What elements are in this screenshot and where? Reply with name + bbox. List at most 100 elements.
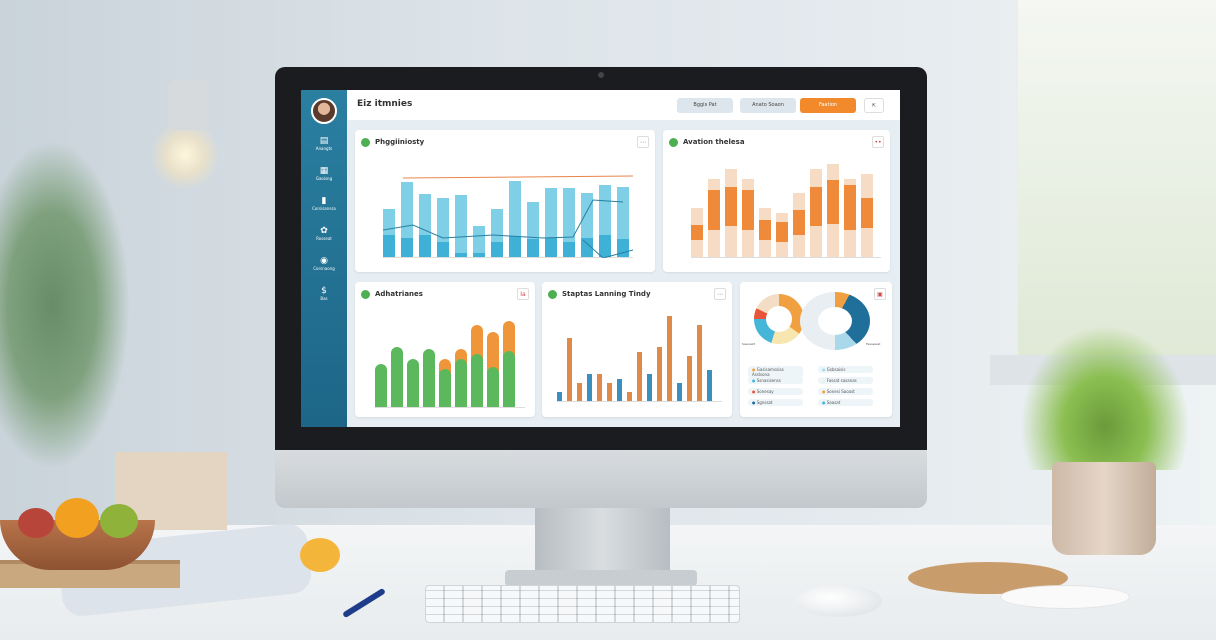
webcam — [598, 72, 604, 78]
chart-bar — [527, 239, 539, 257]
legend-label: Fassat sasanas — [826, 378, 857, 383]
chart-bar — [545, 237, 557, 257]
potted-plant — [1020, 325, 1190, 470]
dollar-icon: $ — [321, 286, 327, 296]
chart-bar — [491, 242, 503, 257]
legend-dot-icon: ● — [822, 389, 827, 394]
card-stacked-bars: Avation thelesa •• — [663, 130, 890, 272]
legend-dot-icon: ● — [822, 367, 827, 372]
card-bar-line: Phggiiniosty ⋯ — [355, 130, 655, 272]
avatar[interactable] — [311, 98, 337, 124]
chart-bar — [599, 235, 611, 257]
export-icon[interactable]: ⇱ — [864, 98, 884, 113]
chart-bar — [627, 392, 632, 401]
donut-chart-left — [754, 294, 804, 344]
chart-bar — [437, 242, 449, 257]
sidebar: ▤ Anangts ▦ Gaoisng ▮ Corsisanssa ✿ Rosseat ◉ Cor… — [301, 90, 347, 427]
chart-bar — [793, 210, 805, 235]
keyboard — [425, 585, 740, 623]
monitor-chin — [275, 450, 927, 508]
card-title: Staptas Lanning Tindy — [562, 290, 651, 298]
chart-bar — [423, 349, 435, 407]
sidebar-item[interactable]: ▦ Gaoisng — [301, 166, 347, 181]
menu-icon[interactable]: ⋯ — [637, 136, 649, 148]
sidebar-item-label: Rosseat — [316, 236, 332, 241]
legend-dot-icon: ● — [822, 400, 827, 405]
menu-icon[interactable]: Ia — [517, 288, 529, 300]
sidebar-item[interactable]: $ Bas — [301, 286, 347, 301]
legend-item: ● Sgnssat — [748, 399, 803, 406]
chart-bar — [725, 186, 737, 227]
legend-label: Gsbsaisis — [826, 367, 846, 372]
chart-bar — [827, 180, 839, 225]
monitor-base — [505, 570, 697, 586]
status-dot-icon — [361, 138, 370, 147]
document-icon: ▦ — [319, 166, 329, 176]
legend-item: ● Sonesay — [748, 388, 803, 395]
menu-icon[interactable]: ⋯ — [714, 288, 726, 300]
chart-bar — [697, 324, 702, 401]
chart-bar — [509, 235, 521, 257]
chart-bar — [742, 190, 754, 230]
chart-bar — [707, 369, 712, 401]
wall-lamp — [168, 80, 208, 130]
trend-line — [383, 175, 633, 258]
sidebar-item[interactable]: ▤ Anangts — [301, 136, 347, 151]
chart-bar — [375, 363, 387, 407]
header-button-1[interactable]: Bggis Pat — [677, 98, 733, 113]
chart-bar — [607, 383, 612, 401]
chart-bar — [637, 351, 642, 401]
card-title: Avation thelesa — [683, 138, 745, 146]
chart-bar — [473, 253, 485, 257]
globe-icon: ◉ — [320, 256, 328, 266]
dashboard-screen: ▤ Anangts ▦ Gaoisng ▮ Corsisanssa ✿ Rosseat ◉ Cor… — [301, 90, 900, 427]
chart-bar — [759, 220, 771, 240]
chart-icon: ▤ — [319, 136, 329, 146]
sidebar-item[interactable]: ✿ Rosseat — [301, 226, 347, 241]
chart-bar — [455, 195, 467, 257]
status-dot-icon — [548, 290, 557, 299]
lemon — [300, 538, 340, 572]
settings-icon: ✿ — [320, 226, 328, 236]
menu-icon[interactable]: ▣ — [874, 288, 886, 300]
window — [1010, 0, 1216, 360]
lamp-glow — [150, 120, 220, 190]
legend-item: ● Saasat — [818, 399, 873, 406]
legend-dot-icon: ● — [752, 389, 757, 394]
menu-icon[interactable]: •• — [872, 136, 884, 148]
chart-bar — [401, 237, 413, 257]
chart-bar — [810, 186, 822, 227]
sidebar-item[interactable]: ▮ Corsisanssa — [301, 196, 347, 211]
card-rounded-bars: Adhatrianes Ia — [355, 282, 535, 417]
chart-bar — [861, 198, 873, 228]
status-dot-icon — [361, 290, 370, 299]
sidebar-item-label: Bas — [320, 296, 328, 301]
chart-bar — [455, 252, 467, 257]
sidebar-item[interactable]: ◉ Corsnaong — [301, 256, 347, 271]
header-button-2[interactable]: Anato Soaon — [740, 98, 796, 113]
chart-bar — [657, 347, 662, 401]
sidebar-item-label: Corsnaong — [313, 266, 335, 271]
card-title: Adhatrianes — [375, 290, 423, 298]
chart-bar — [617, 239, 629, 257]
legend-item: ● Gsbsaisis — [818, 366, 873, 373]
bookmark-icon: ▮ — [321, 196, 327, 206]
bar-chart — [557, 312, 722, 402]
primary-button[interactable]: Faation — [800, 98, 856, 113]
donut-label: Sasoastt — [742, 342, 755, 346]
chart-bar — [647, 374, 652, 401]
fruit-bowl — [0, 498, 155, 570]
mouse — [796, 585, 882, 617]
legend-dot-icon: ● — [822, 378, 827, 383]
chart-bar — [407, 359, 419, 407]
sidebar-item-label: Anangts — [315, 146, 333, 151]
chart-bar — [687, 356, 692, 401]
legend-label: Sgnssat — [756, 400, 773, 405]
chart-bar — [391, 347, 403, 407]
monitor-stand — [535, 508, 670, 576]
chart-bar — [677, 383, 682, 401]
chart-bar — [503, 351, 515, 407]
header: Eiz itmnies Bggis Pat Anato Soaon Faatio… — [347, 90, 900, 120]
chart-bar — [473, 226, 485, 257]
legend-label: Gasisamssisa Asslsona — [752, 367, 784, 377]
